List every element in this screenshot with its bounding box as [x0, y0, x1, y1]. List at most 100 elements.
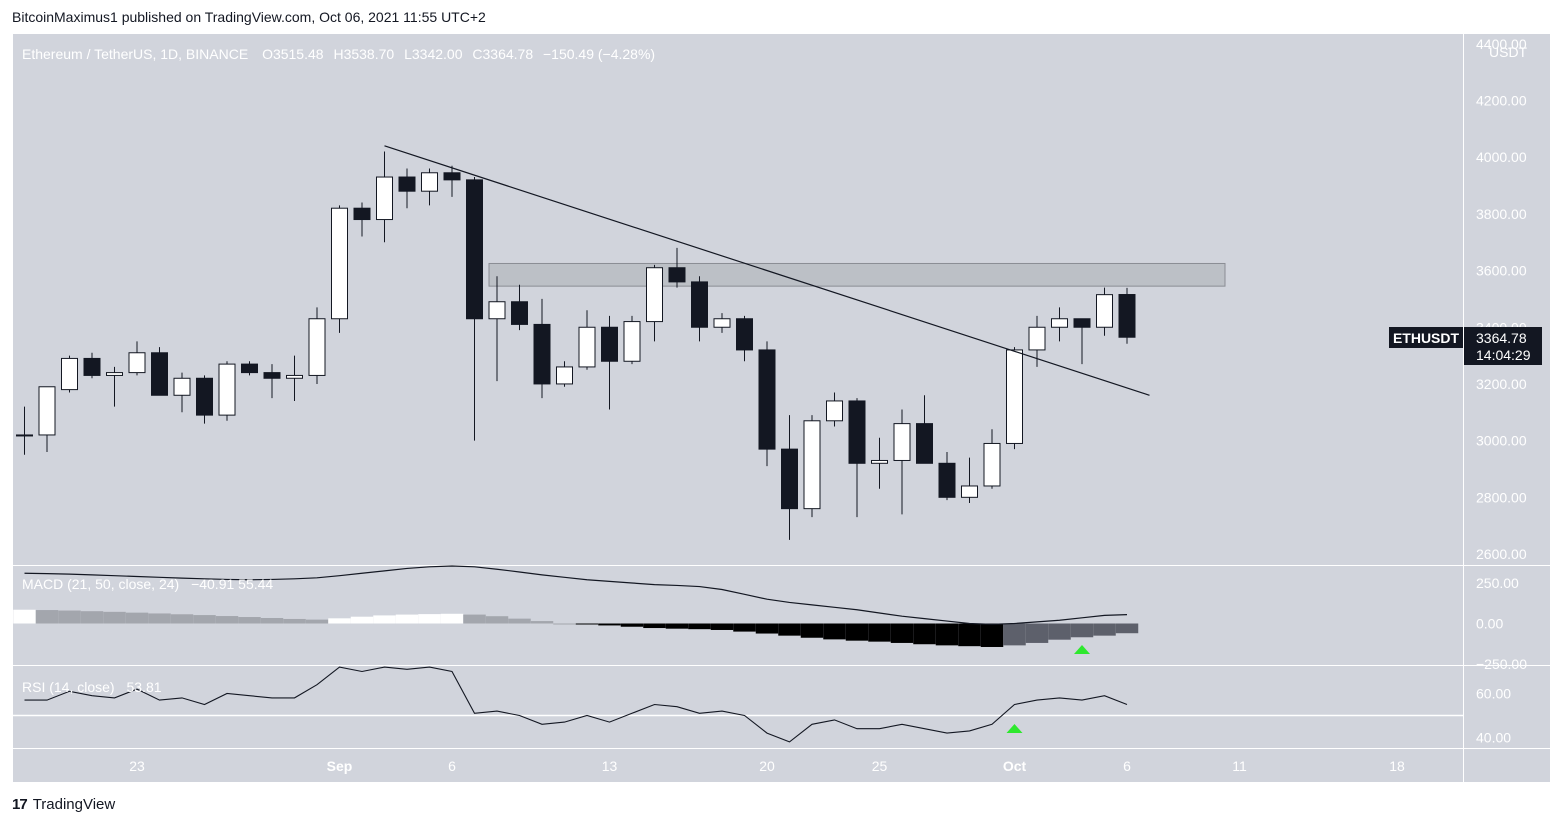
rsi-value: 53.81	[126, 679, 161, 695]
candle	[1051, 307, 1068, 342]
candle	[1118, 287, 1136, 344]
candle-body-up	[826, 400, 843, 422]
price-tick-label: 3200.00	[1476, 376, 1527, 392]
macd-histogram-bar	[103, 611, 126, 624]
candle-body-up	[1096, 294, 1113, 328]
macd-histogram-bar	[373, 615, 396, 624]
candle-body-up	[713, 318, 731, 328]
rsi-legend: RSI (14, close) 53.81	[22, 679, 162, 695]
axis-corner	[1464, 749, 1550, 782]
candle-body-up	[286, 374, 303, 379]
macd-histogram-bar	[1025, 623, 1049, 643]
candle-body-up	[173, 377, 191, 396]
macd-histogram-bar	[238, 617, 261, 624]
macd-histogram-bar	[80, 611, 104, 624]
macd-histogram-bar	[350, 616, 374, 624]
candle-body-down	[938, 462, 956, 498]
macd-histogram-bar	[530, 621, 554, 624]
tradingview-logo-text: TradingView	[32, 796, 116, 813]
candle	[691, 276, 708, 342]
price-tick-label: 3600.00	[1476, 263, 1527, 279]
macd-tick-label: −250.00	[1476, 656, 1527, 672]
candle	[151, 347, 168, 396]
candle-body-down	[848, 400, 866, 464]
candle	[331, 205, 348, 333]
macd-histogram-bar	[1003, 623, 1026, 646]
tradingview-brand[interactable]: 17 TradingView	[12, 796, 115, 813]
time-tick-label: 11	[1232, 758, 1247, 774]
candles-layer	[16, 151, 1136, 540]
candle	[353, 202, 371, 237]
price-axis-bg	[1464, 34, 1550, 748]
candle	[241, 361, 258, 376]
macd-histogram-bar	[418, 614, 441, 624]
time-tick-label: Oct	[1003, 758, 1027, 774]
candle	[668, 247, 686, 288]
time-tick-label: 18	[1389, 758, 1405, 774]
time-axis-bg	[13, 749, 1463, 782]
low-label: L	[404, 46, 412, 62]
macd-histogram-bar	[643, 623, 666, 629]
candle	[848, 398, 866, 518]
price-tag: ETHUSDT 3364.78 14:04:29	[1389, 327, 1542, 365]
candle	[556, 361, 573, 387]
candle	[983, 429, 1001, 489]
macd-histogram-bar	[328, 618, 351, 624]
close-value: 3364.78	[483, 46, 534, 62]
macd-histogram-bar	[193, 615, 216, 624]
time-tick-label: 6	[448, 758, 456, 774]
candle-body-up	[106, 372, 123, 376]
candle-body-up	[1006, 349, 1023, 444]
macd-values: −40.91 55.44	[191, 576, 273, 592]
macd-histogram-bar	[935, 623, 959, 646]
candle	[646, 264, 663, 342]
macd-histogram-bar	[58, 610, 81, 624]
candle-body-up	[646, 267, 663, 323]
time-tick-label: 25	[872, 758, 888, 774]
macd-tick-label: 250.00	[1476, 575, 1519, 591]
macd-histogram-bar	[553, 623, 576, 625]
rsi-bullish-arrow	[1006, 724, 1023, 733]
macd-histogram-bar	[463, 614, 486, 624]
macd-tick-label: 0.00	[1476, 616, 1503, 632]
candle	[826, 392, 843, 427]
macd-histogram-bar	[755, 623, 779, 634]
macd-panel-bg	[13, 566, 1463, 665]
candle-body-down	[758, 349, 776, 450]
close-label: C	[472, 46, 482, 62]
macd-label: MACD (21, 50, close, 24)	[22, 576, 179, 592]
macd-histogram-bar	[13, 609, 36, 624]
macd-histogram-bar	[395, 614, 419, 624]
candle-body-up	[623, 321, 641, 362]
candle	[286, 355, 303, 401]
candle-body-down	[1073, 318, 1091, 328]
price-tick-label: 2600.00	[1476, 546, 1527, 562]
candle-body-down	[353, 207, 371, 221]
candle-body-down	[196, 377, 213, 416]
candle	[128, 341, 146, 376]
rsi-tick-label: 40.00	[1476, 730, 1511, 746]
candle	[938, 451, 956, 501]
time-tick-label: 13	[602, 758, 618, 774]
open-label: O	[262, 46, 273, 62]
macd-bullish-arrow	[1074, 645, 1090, 654]
macd-histogram-bar	[778, 623, 801, 636]
macd-histogram-bar	[283, 618, 306, 624]
low-value: 3342.00	[412, 46, 463, 62]
candle	[1073, 318, 1091, 365]
time-tick-label: 6	[1123, 758, 1131, 774]
candle	[916, 395, 933, 464]
macd-histogram-bar	[125, 612, 149, 624]
macd-legend: MACD (21, 50, close, 24) −40.91 55.44	[22, 576, 273, 592]
candle	[38, 386, 56, 452]
candle-body-down	[151, 352, 168, 396]
trendline-layer	[384, 145, 1150, 396]
price-tick-label: 4000.00	[1476, 149, 1527, 165]
candle	[893, 409, 911, 515]
candle-body-up	[893, 423, 911, 461]
time-tick-label: 20	[759, 758, 775, 774]
resistance-zone	[488, 262, 1226, 287]
candle	[736, 315, 753, 362]
